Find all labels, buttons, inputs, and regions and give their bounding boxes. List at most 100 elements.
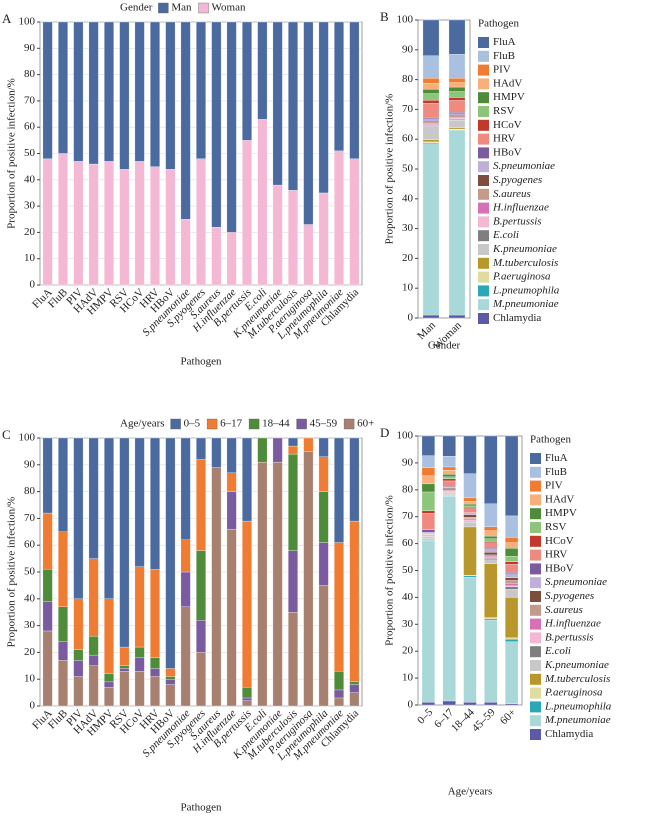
bar-segment	[58, 21, 68, 154]
legend-swatch	[530, 687, 541, 699]
bar-segment	[448, 127, 466, 130]
bar-segment	[442, 476, 456, 479]
bar-segment	[421, 540, 435, 703]
bar-segment	[505, 542, 519, 549]
legend-swatch	[478, 50, 489, 62]
bar-segment	[180, 219, 191, 286]
bar-segment	[463, 526, 477, 576]
legend-swatch	[343, 418, 355, 430]
y-tick-label: 60	[24, 121, 36, 133]
bar-segment	[505, 577, 519, 581]
bar-segment	[422, 117, 440, 120]
bar-segment	[150, 437, 160, 570]
bar-segment	[463, 575, 477, 578]
bar-segment	[421, 513, 435, 530]
bar-segment	[463, 517, 477, 519]
bar-segment	[484, 542, 498, 549]
y-tick-label: 10	[24, 252, 36, 264]
legend-swatch	[478, 37, 489, 48]
legend-label: M.tuberculosis	[544, 673, 610, 685]
legend-swatch	[478, 257, 489, 269]
bar-segment	[442, 700, 456, 706]
bar-segment	[505, 641, 519, 704]
bar-segment	[421, 483, 435, 493]
bar-segment	[150, 166, 160, 286]
bar-segment	[484, 503, 498, 527]
legend-label: Chlamydia	[545, 728, 593, 740]
bar-segment	[448, 314, 466, 319]
bar-segment	[196, 459, 206, 551]
legend-label: L.pneumophila	[544, 700, 612, 712]
y-tick-label: 70	[24, 94, 36, 106]
bar-segment	[442, 491, 456, 493]
legend-swatch	[478, 119, 489, 131]
bar-segment	[150, 676, 160, 707]
legend-swatch	[530, 604, 541, 616]
bar-segment	[42, 569, 53, 602]
bar-segment	[421, 536, 435, 539]
bar-segment	[88, 21, 99, 165]
legend-swatch	[478, 133, 489, 145]
bar-segment	[88, 437, 99, 559]
y-tick-label: 90	[24, 458, 36, 470]
bar-segment	[422, 126, 440, 140]
legend-swatch	[478, 271, 489, 283]
y-tick-label: 50	[402, 163, 414, 175]
y-tick-label: 90	[24, 42, 36, 54]
bar-segment	[119, 169, 130, 286]
bar-segment	[58, 153, 68, 286]
bar-segment	[448, 112, 466, 115]
bar-segment	[288, 190, 298, 286]
bar-segment	[226, 528, 237, 707]
legend-label: HAdV	[493, 77, 522, 89]
y-tick-label: 50	[402, 564, 414, 576]
bar-segment	[242, 697, 252, 701]
bar-segment	[134, 671, 145, 707]
y-tick-label: 80	[402, 483, 414, 495]
bar-segment	[448, 77, 466, 83]
bar-segment	[318, 437, 329, 457]
bar-segment	[165, 684, 176, 707]
legend-swatch	[530, 549, 541, 561]
legend-label: FluB	[545, 466, 567, 478]
y-tick-label: 0	[408, 699, 414, 711]
bar-segment	[180, 571, 191, 607]
bar-segment	[422, 93, 440, 101]
bar-segment	[165, 668, 176, 677]
legend-swatch	[478, 230, 489, 242]
bar-segment	[484, 620, 498, 703]
panel-letter: D	[380, 425, 389, 440]
bar-segment	[257, 119, 268, 286]
bar-segment	[88, 665, 99, 707]
bar-segment	[448, 113, 466, 116]
y-tick-label: 50	[24, 566, 36, 578]
bar-segment	[448, 82, 466, 88]
bar-segment	[463, 508, 477, 513]
bar-segment	[422, 143, 440, 316]
legend-swatch	[530, 673, 541, 685]
y-tick-label: 30	[402, 618, 414, 630]
legend-swatch	[530, 660, 541, 671]
bar-segment	[463, 473, 477, 499]
y-axis-title: Proportion of positive infection/%	[6, 497, 18, 648]
legend-label: M.pneumoniae	[492, 298, 559, 310]
bar-segment	[442, 456, 456, 468]
bar-segment	[448, 130, 466, 316]
legend-swatch	[478, 147, 489, 159]
bar-segment	[211, 21, 222, 228]
bar-segment	[422, 88, 440, 94]
bar-segment	[58, 660, 68, 707]
legend-label: P.aeruginosa	[492, 271, 551, 283]
bar-segment	[484, 538, 498, 542]
bar-segment	[303, 224, 314, 286]
bar-segment	[484, 559, 498, 564]
bar-segment	[505, 564, 519, 573]
bar-segment	[505, 580, 519, 584]
x-axis-title: Gender	[428, 340, 461, 352]
bar-segment	[288, 453, 298, 551]
bar-segment	[119, 646, 130, 666]
legend-label: 6–17	[220, 418, 243, 430]
bar-segment	[442, 470, 456, 475]
bar-segment	[421, 475, 435, 485]
legend-label: 0–5	[184, 418, 201, 430]
